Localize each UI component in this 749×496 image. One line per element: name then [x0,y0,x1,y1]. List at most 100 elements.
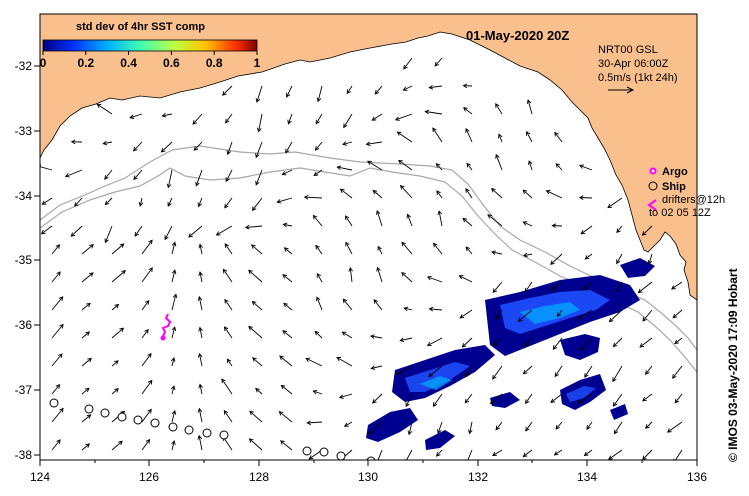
current-vector [103,141,113,145]
current-vector [221,378,233,395]
x-tick-label: 132 [468,470,488,484]
current-vector-head [459,314,465,319]
current-vector [674,337,683,344]
current-vector-head [314,330,320,336]
current-vector-head [432,402,438,407]
current-vector [171,294,177,311]
current-vector [139,197,143,206]
current-vector [171,386,175,395]
current-vector [554,449,563,456]
current-vector [141,300,150,311]
current-vector-head [171,409,177,415]
current-vector-head [524,341,529,347]
current-vector [526,131,533,143]
current-vector-head [256,127,262,133]
current-vector [525,421,533,432]
current-vector-head [160,147,166,153]
current-vector [433,243,443,255]
current-vector [527,99,533,115]
current-vector-head [344,215,350,221]
current-vector-head [226,358,232,364]
current-vector-head [672,313,678,319]
current-vector [608,449,623,460]
current-vector [193,141,203,151]
current-vector [367,160,383,171]
current-vector-head [552,345,558,350]
current-vector-head [345,241,350,247]
current-vector [199,384,203,395]
current-vector-head [336,165,342,171]
current-vector [403,85,413,91]
current-vector-head [223,326,229,332]
current-vector [349,267,353,283]
current-vector [248,269,263,283]
current-vector-head [396,370,402,375]
current-vector [251,244,263,255]
current-vector [313,390,323,395]
current-vector [465,128,473,143]
current-vector [614,281,623,292]
current-vector-head [223,409,229,415]
current-vector-head [224,203,229,209]
current-vector [65,169,83,177]
current-vector [492,365,503,380]
current-vector [616,253,623,264]
current-vector-head [616,259,621,265]
current-vector-head [197,407,203,413]
current-vector [222,85,233,96]
current-vector [199,327,203,339]
current-vector [105,197,113,205]
current-vector [104,225,113,243]
current-vector [372,190,383,199]
current-vector-head [527,160,533,165]
current-vector-head [248,325,253,331]
current-vector [552,225,563,227]
current-vector [81,331,90,339]
current-vector [495,421,503,430]
current-vector [638,281,653,293]
current-vector [613,393,623,407]
current-vector-head [466,372,471,378]
current-vector [96,103,113,115]
current-vector-head [316,296,321,302]
current-vector [612,365,623,382]
sst-variability-patches [366,258,655,450]
current-vector [345,215,353,227]
current-vector [164,225,173,240]
current-vector-head [198,243,203,249]
current-vector-head [148,379,153,385]
current-vector-head [463,107,468,112]
colorbar-tick-label: 0.4 [120,56,137,70]
model-info: NRT00 GSL 30-Apr 06:00Z 0.5m/s (1kt 24h) [598,44,677,94]
current-vector [111,243,124,255]
current-vector-head [133,175,138,181]
current-vector-head [612,377,617,383]
current-vector [377,246,383,255]
current-vector [614,421,623,434]
current-vector [171,357,175,367]
x-tick-label: 130 [358,470,378,484]
current-vector-head [524,287,530,293]
current-vector [436,163,443,171]
current-vector-head [341,331,347,336]
current-vector [551,281,563,291]
current-vector [51,324,64,339]
colorbar-tick-label: 0 [40,56,47,70]
current-vector-head [255,387,260,393]
current-vector-head [305,357,311,362]
current-vector [555,421,563,430]
ship-position [49,398,59,408]
current-vector [584,449,593,456]
ship-position [219,430,229,440]
current-vector-head [372,189,378,195]
current-vector [642,449,653,460]
current-vector-head [556,312,562,318]
current-vector-head [645,370,650,375]
current-vector-head [370,365,376,370]
current-vector [111,360,119,367]
current-vector [282,169,293,176]
current-vector-head [367,429,373,435]
current-vector [282,330,293,339]
current-vector [492,281,503,293]
current-vector-head [339,188,345,194]
